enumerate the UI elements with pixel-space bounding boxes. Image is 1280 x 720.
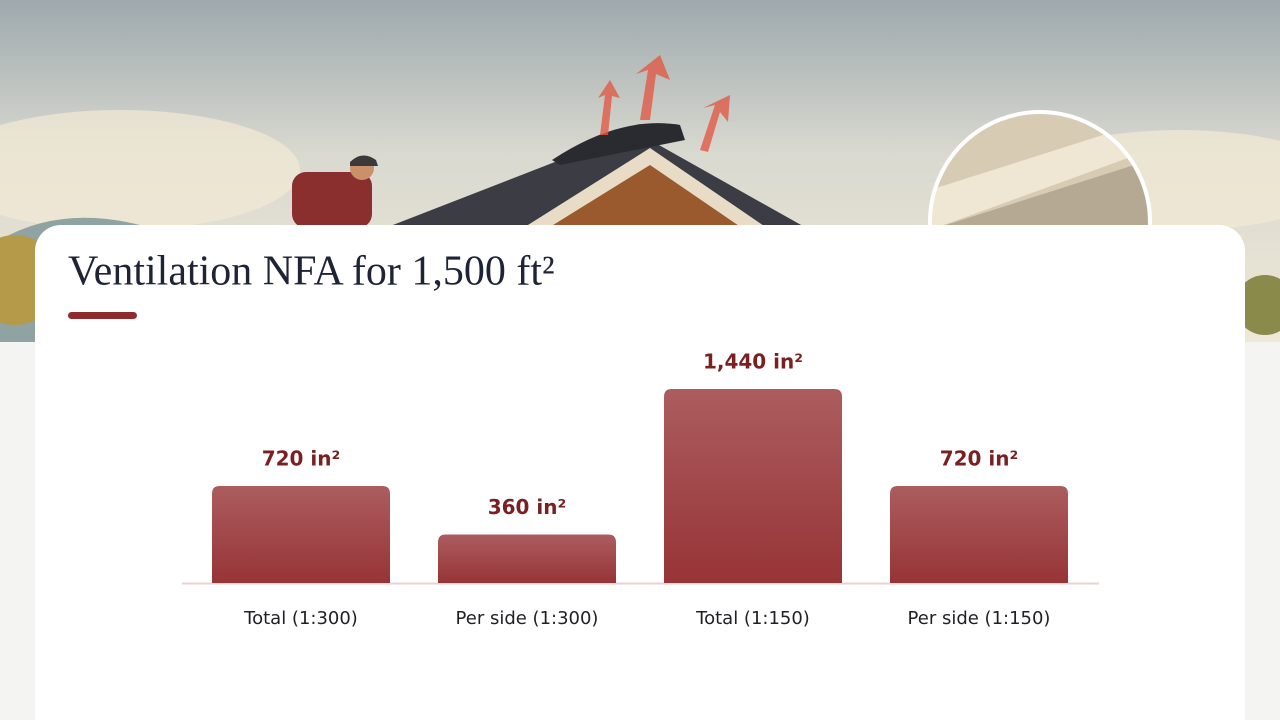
bar-highlight	[212, 486, 390, 583]
title-underline	[68, 312, 137, 319]
chart-card	[35, 225, 1245, 720]
x-tick-label: Per side (1:300)	[456, 608, 599, 629]
x-tick-label: Per side (1:150)	[908, 608, 1051, 629]
value-label: 360 in²	[488, 495, 567, 519]
value-label: 1,440 in²	[703, 350, 803, 374]
x-tick-label: Total (1:300)	[243, 608, 358, 629]
bar-highlight	[890, 486, 1068, 583]
value-label: 720 in²	[940, 447, 1019, 471]
value-label: 720 in²	[262, 447, 341, 471]
bar-highlight	[664, 389, 842, 583]
x-tick-label: Total (1:150)	[695, 608, 810, 629]
bar-highlight	[438, 534, 616, 583]
chart-title: Ventilation NFA for 1,500 ft²	[68, 249, 555, 295]
